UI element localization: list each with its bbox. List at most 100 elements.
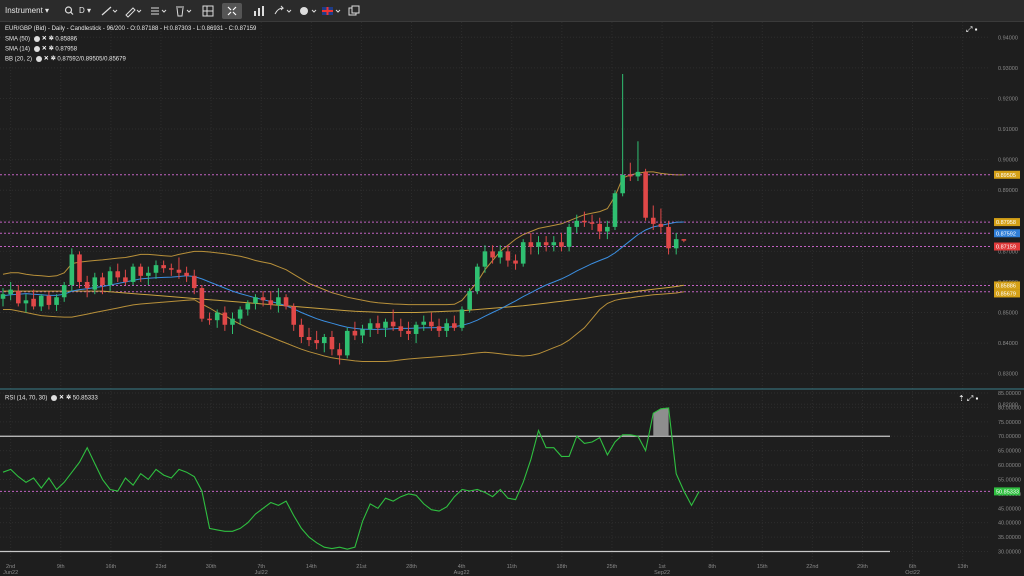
candle-body [513,260,518,264]
share-icon[interactable] [273,3,293,19]
indicators-icon[interactable] [253,3,265,19]
candle-body [559,242,564,247]
search-icon[interactable] [64,3,74,19]
candle [398,318,404,338]
time-tick-label: 28th [406,564,417,570]
candle [367,318,373,338]
eye-icon[interactable] [33,36,40,42]
time-tick-label: 8th [708,564,716,570]
candle [459,306,465,331]
candle [605,220,610,240]
fullscreen-toggle-icon[interactable] [222,3,242,19]
candle [23,294,29,313]
sma14-line [2,221,684,330]
price-tag: 0.85679 [994,289,1020,298]
price-tag: 0.87592 [994,229,1020,238]
timeframe-menu[interactable]: D ▾ [79,6,92,15]
candle-body [344,330,350,356]
time-tick-label: Oct22 [905,570,920,576]
candle-body [306,337,312,341]
time-tick-label: 21st [356,564,367,570]
gear-icon[interactable]: ✲ [48,36,54,42]
close-icon[interactable]: ✕ [43,56,49,62]
candle [421,315,427,331]
candle [314,330,319,350]
pencil-icon[interactable] [124,3,142,19]
candle-body [314,340,319,344]
price-tag: 0.89505 [994,170,1020,179]
legend-bb: BB (20, 2) ✕ ✲ 0.87592/0.89505/0.85679 [5,55,126,64]
fibonacci-icon[interactable] [149,3,167,19]
candle-body [597,223,602,232]
close-icon[interactable]: ✕ [59,395,65,401]
time-tick-label: 14th [306,564,317,570]
chart-area[interactable]: 0.94000 0.93000 0.92000 0.91000 0.90000 0.890… [0,22,1024,576]
candle-body [566,226,572,247]
candle-body [299,324,304,338]
candle [199,285,205,322]
close-icon[interactable]: ✕ [41,36,47,42]
candle [612,190,618,230]
price-tags: 0.89505 0.87958 0.87592 0.87159 0.85886 0.856… [994,170,1020,496]
candle [673,233,679,255]
eye-icon[interactable] [51,395,58,401]
rsi-tick-label: 60.00000 [998,463,1021,469]
popout-icon[interactable] [348,3,360,19]
candle-body [337,349,342,356]
eye-icon[interactable] [33,46,40,52]
candle [574,214,580,234]
candle-body [482,251,488,267]
candles [0,73,687,365]
candle-body [421,321,427,325]
candle-body [505,251,511,261]
time-tick-label: 25th [607,564,618,570]
candle-body [207,318,212,321]
candle [543,236,549,252]
candle [566,223,572,252]
candle-body [628,174,633,177]
time-tick-label: 18th [556,564,567,570]
candle [123,269,128,286]
time-tick-label: 30th [206,564,217,570]
candle-body [620,174,625,194]
candle-body [176,269,182,273]
candle-body [543,242,549,246]
pane-controls-icon[interactable]: ⇡ ⤢ ▪ [958,394,979,403]
layout-icon[interactable] [202,3,214,19]
weather-settings-icon[interactable] [298,3,318,19]
eye-icon[interactable] [35,56,42,62]
candle [597,217,602,240]
candle-body [429,321,434,327]
time-tick-label: 9th [57,564,65,570]
candle-body [650,217,656,224]
candle [650,205,656,230]
candle [444,318,449,338]
price-tick-label: 0.87000 [998,249,1018,255]
rsi-tick-label: 55.00000 [998,477,1021,483]
language-flag-icon[interactable] [321,3,343,19]
candle-body [130,266,136,282]
candle-body [214,312,220,321]
candle-body [658,223,664,227]
instrument-menu[interactable]: Instrument ▾ [5,6,50,15]
candle-body [329,337,335,350]
trash-icon[interactable] [174,3,192,19]
toolbar: Instrument ▾ D ▾ [0,0,1024,22]
rsi-tick-label: 85.00000 [998,391,1021,397]
candle [429,312,434,331]
gear-icon[interactable]: ✲ [66,395,72,401]
candle-body [237,309,243,319]
candle-body [490,251,495,258]
gear-icon[interactable]: ✲ [48,46,54,52]
expand-icon[interactable]: ⤢ ▪ [966,25,978,34]
candle-body [222,312,228,325]
time-tick-label: 29th [857,564,868,570]
candle [115,263,121,282]
candle [536,236,541,255]
close-icon[interactable]: ✕ [41,46,47,52]
horizontal-levels [0,174,990,293]
candle-body [497,251,503,258]
line-tool-icon[interactable] [100,3,118,19]
gear-icon[interactable]: ✲ [50,56,56,62]
candle [0,288,6,307]
